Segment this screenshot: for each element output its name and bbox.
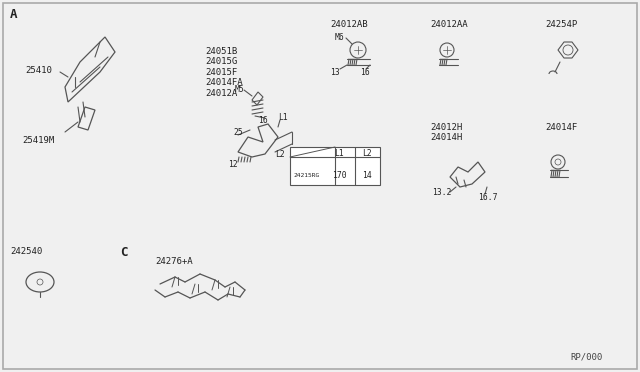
Text: L1: L1: [334, 148, 344, 157]
Text: C: C: [120, 246, 127, 259]
Text: 13.2: 13.2: [432, 187, 451, 196]
Text: 24254P: 24254P: [545, 19, 577, 29]
Text: 14: 14: [362, 170, 372, 180]
Text: 24051B
24015G
24015F
24014FA
24012A: 24051B 24015G 24015F 24014FA 24012A: [205, 47, 243, 97]
Text: M6: M6: [335, 32, 345, 42]
Text: M5: M5: [235, 84, 244, 93]
Text: RP/000: RP/000: [570, 353, 602, 362]
Text: 25410: 25410: [25, 65, 52, 74]
Text: 25: 25: [233, 128, 243, 137]
Text: 170: 170: [332, 170, 346, 180]
Text: L1: L1: [278, 112, 288, 122]
Text: 24012AA: 24012AA: [430, 19, 468, 29]
Text: 24014H: 24014H: [430, 132, 462, 141]
Text: 242540: 242540: [10, 247, 42, 257]
Text: 25419M: 25419M: [22, 135, 54, 144]
FancyBboxPatch shape: [3, 3, 637, 369]
Text: 24215RG: 24215RG: [293, 173, 319, 177]
Text: 13: 13: [330, 67, 340, 77]
Text: 12: 12: [228, 160, 237, 169]
FancyBboxPatch shape: [290, 147, 380, 185]
Text: L2: L2: [362, 148, 372, 157]
Text: L2: L2: [275, 150, 285, 158]
Text: 16: 16: [258, 115, 268, 125]
Text: 24012AB: 24012AB: [330, 19, 367, 29]
Text: 24276+A: 24276+A: [155, 257, 193, 266]
Text: 24014F: 24014F: [545, 122, 577, 131]
Text: A: A: [10, 7, 17, 20]
Text: 16: 16: [360, 67, 370, 77]
Text: 16.7: 16.7: [478, 192, 497, 202]
Text: 24012H: 24012H: [430, 122, 462, 131]
